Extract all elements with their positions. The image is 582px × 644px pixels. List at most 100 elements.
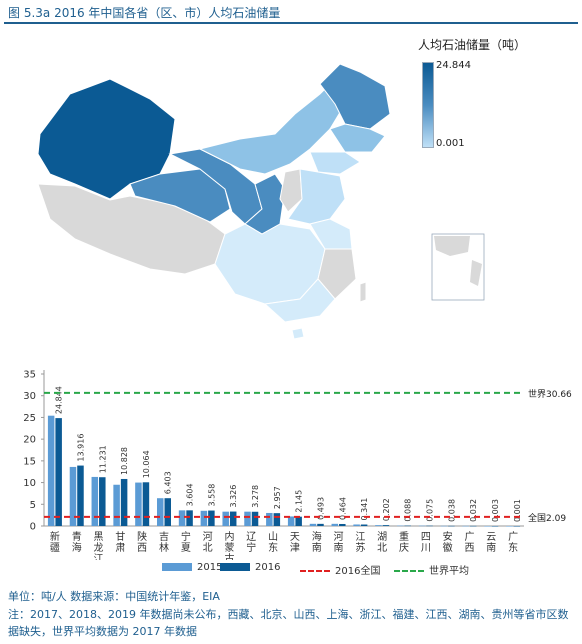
data-label-2016: 0.032 xyxy=(469,499,478,522)
legend-item: 2016全国 xyxy=(300,562,380,577)
bar-2016 xyxy=(426,525,433,527)
y-tick-label: 5 xyxy=(30,500,36,511)
bar-2015 xyxy=(135,482,142,526)
bar-2016 xyxy=(491,525,499,527)
y-tick-label: 10 xyxy=(23,478,36,489)
data-label-2016: 0.003 xyxy=(491,499,500,522)
bar-2015 xyxy=(91,476,99,526)
x-tick-label: 湖 xyxy=(377,531,387,543)
source-text: 单位：吨/人 数据来源：中国统计年鉴，EIA xyxy=(8,590,220,603)
bar-2015 xyxy=(287,516,295,526)
x-tick-label: 东 xyxy=(268,541,278,554)
legend-item: 世界平均 xyxy=(394,562,469,577)
bar-2015 xyxy=(200,510,208,526)
bar-2016 xyxy=(251,511,259,526)
bar-2016 xyxy=(513,525,521,527)
bar-2016 xyxy=(120,478,128,526)
bar-2015 xyxy=(157,498,164,526)
y-tick-label: 15 xyxy=(23,456,36,467)
x-tick-label: 陕 xyxy=(137,530,147,543)
data-label-2016: 0.341 xyxy=(360,498,369,521)
x-tick-label: 夏 xyxy=(181,542,191,554)
legend-item: 2015 xyxy=(162,562,222,573)
y-tick-label: 20 xyxy=(23,435,36,446)
bar-2016 xyxy=(55,418,62,526)
map-region-east-central xyxy=(309,218,353,250)
legend-label: 世界平均 xyxy=(429,566,469,577)
bar-2016 xyxy=(229,511,237,526)
x-tick-label: 疆 xyxy=(50,542,60,554)
inset-landmass-2 xyxy=(470,260,482,286)
bar-2016 xyxy=(273,513,281,526)
bar-chart: 0510152025303524.844新疆13.916青海11.231黑龙江1… xyxy=(23,370,572,561)
bar-2015 xyxy=(113,484,120,526)
map-region-south xyxy=(263,278,336,323)
data-label-2016: 0.038 xyxy=(447,499,456,522)
x-tick-label: 海 xyxy=(72,541,82,554)
y-tick-label: 35 xyxy=(23,370,36,381)
map-region-hainan xyxy=(291,327,305,340)
south-china-sea-inset xyxy=(431,233,485,301)
x-tick-label: 苏 xyxy=(355,541,365,554)
bar-2015 xyxy=(309,523,317,526)
bar-2015 xyxy=(484,525,491,527)
x-tick-label: 吉 xyxy=(159,531,169,543)
bar-2015 xyxy=(418,525,426,527)
data-label-2016: 0.088 xyxy=(404,499,413,522)
map-legend-max: 24.844 xyxy=(436,60,471,71)
x-tick-label: 云 xyxy=(486,532,496,543)
x-tick-label: 南 xyxy=(334,541,344,554)
x-tick-label: 黑 xyxy=(94,531,104,543)
inset-landmass xyxy=(434,236,470,256)
x-tick-label: 河 xyxy=(203,531,213,543)
x-tick-label: 江 xyxy=(355,531,365,543)
data-label-2016: 11.231 xyxy=(98,445,107,473)
x-tick-label: 西 xyxy=(137,543,147,554)
bar-2016 xyxy=(404,525,411,527)
bar-2016 xyxy=(77,465,84,526)
legend-swatch xyxy=(394,570,424,572)
figure-title: 图 5.3a 2016 年中国各省（区、市）人均石油储量 xyxy=(8,6,281,20)
x-tick-label: 河 xyxy=(334,531,344,543)
data-label-2016: 3.278 xyxy=(251,485,260,508)
map-region-heilongjiang xyxy=(319,63,391,130)
bar-2016 xyxy=(317,523,324,526)
x-tick-label: 川 xyxy=(421,543,431,554)
bar-2015 xyxy=(375,525,382,526)
data-label-2016: 2.957 xyxy=(273,486,282,509)
bar-2016 xyxy=(469,525,477,527)
legend-label: 2016全国 xyxy=(335,566,381,577)
x-tick-label: 古 xyxy=(224,552,234,560)
map-region-taiwan xyxy=(359,281,367,303)
bar-2015 xyxy=(331,523,339,526)
x-tick-label: 南 xyxy=(486,541,496,554)
x-tick-label: 东 xyxy=(508,541,518,554)
x-tick-label: 西 xyxy=(464,543,474,554)
bar-2016 xyxy=(186,510,193,526)
map-region-qinghai xyxy=(129,168,231,223)
x-tick-label: 广 xyxy=(508,531,518,543)
x-tick-label: 津 xyxy=(290,542,300,554)
legend-swatch xyxy=(162,563,192,571)
data-label-2016: 3.558 xyxy=(207,484,216,507)
data-label-2016: 0.075 xyxy=(426,499,435,522)
bar-2016 xyxy=(99,477,106,526)
bar-2015 xyxy=(222,511,229,526)
bar-2016 xyxy=(360,524,368,526)
x-tick-label: 宁 xyxy=(181,530,191,543)
x-tick-label: 甘 xyxy=(115,530,125,543)
x-tick-label: 南 xyxy=(312,541,322,554)
map-region-southeast xyxy=(317,248,357,300)
data-label-2016: 3.326 xyxy=(229,485,238,508)
title-divider xyxy=(4,22,578,24)
bar-2015 xyxy=(506,525,513,527)
note-text: 注：2017、2018、2019 年数据尚未公布，西藏、北京、山西、上海、浙江、… xyxy=(8,608,569,638)
bar-2015 xyxy=(462,525,469,527)
map-legend-title: 人均石油储量（吨） xyxy=(418,38,527,52)
bar-2015 xyxy=(69,466,77,526)
bar-2015 xyxy=(178,510,186,526)
ref-line-label: 世界30.66 xyxy=(528,388,572,400)
data-label-2016: 0.001 xyxy=(513,499,522,522)
bar-2016 xyxy=(164,498,171,526)
x-tick-label: 林 xyxy=(159,541,169,554)
